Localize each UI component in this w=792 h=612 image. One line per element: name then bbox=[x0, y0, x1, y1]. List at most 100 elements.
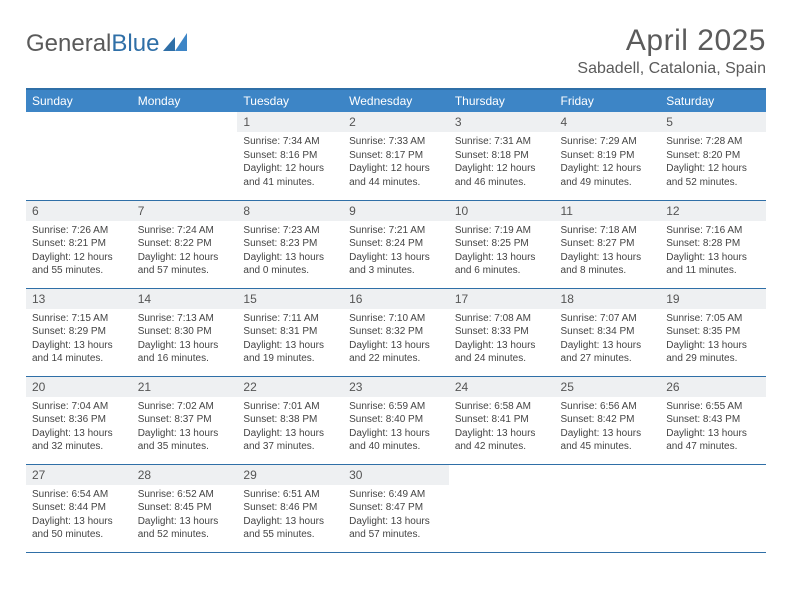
day-body: Sunrise: 7:24 AMSunset: 8:22 PMDaylight:… bbox=[132, 221, 238, 282]
sunrise-line: Sunrise: 7:13 AM bbox=[138, 312, 232, 326]
sunrise-line: Sunrise: 7:28 AM bbox=[666, 135, 760, 149]
daylight-line: Daylight: 13 hours and 27 minutes. bbox=[561, 339, 655, 366]
sunset-line: Sunset: 8:29 PM bbox=[32, 325, 126, 339]
calendar-table: SundayMondayTuesdayWednesdayThursdayFrid… bbox=[26, 88, 766, 553]
sunrise-line: Sunrise: 6:56 AM bbox=[561, 400, 655, 414]
calendar-week-row: 1Sunrise: 7:34 AMSunset: 8:16 PMDaylight… bbox=[26, 112, 766, 200]
day-number: 30 bbox=[343, 465, 449, 485]
daylight-line: Daylight: 13 hours and 6 minutes. bbox=[455, 251, 549, 278]
calendar-day-cell: 17Sunrise: 7:08 AMSunset: 8:33 PMDayligh… bbox=[449, 288, 555, 376]
calendar-day-cell bbox=[555, 464, 661, 552]
calendar-day-cell: 13Sunrise: 7:15 AMSunset: 8:29 PMDayligh… bbox=[26, 288, 132, 376]
day-body: Sunrise: 6:58 AMSunset: 8:41 PMDaylight:… bbox=[449, 397, 555, 458]
day-body: Sunrise: 7:13 AMSunset: 8:30 PMDaylight:… bbox=[132, 309, 238, 370]
sunset-line: Sunset: 8:44 PM bbox=[32, 501, 126, 515]
sunset-line: Sunset: 8:35 PM bbox=[666, 325, 760, 339]
calendar-page: GeneralBlue April 2025 Sabadell, Catalon… bbox=[0, 0, 792, 563]
calendar-day-cell: 15Sunrise: 7:11 AMSunset: 8:31 PMDayligh… bbox=[237, 288, 343, 376]
sunrise-line: Sunrise: 7:16 AM bbox=[666, 224, 760, 238]
day-body: Sunrise: 7:11 AMSunset: 8:31 PMDaylight:… bbox=[237, 309, 343, 370]
title-block: April 2025 Sabadell, Catalonia, Spain bbox=[577, 24, 766, 78]
sunrise-line: Sunrise: 7:08 AM bbox=[455, 312, 549, 326]
calendar-day-cell: 24Sunrise: 6:58 AMSunset: 8:41 PMDayligh… bbox=[449, 376, 555, 464]
calendar-day-cell: 14Sunrise: 7:13 AMSunset: 8:30 PMDayligh… bbox=[132, 288, 238, 376]
day-number: 29 bbox=[237, 465, 343, 485]
daylight-line: Daylight: 13 hours and 52 minutes. bbox=[138, 515, 232, 542]
day-number: 3 bbox=[449, 112, 555, 132]
daylight-line: Daylight: 13 hours and 22 minutes. bbox=[349, 339, 443, 366]
day-body: Sunrise: 7:02 AMSunset: 8:37 PMDaylight:… bbox=[132, 397, 238, 458]
sunset-line: Sunset: 8:34 PM bbox=[561, 325, 655, 339]
day-number: 22 bbox=[237, 377, 343, 397]
calendar-day-cell bbox=[26, 112, 132, 200]
day-body: Sunrise: 7:33 AMSunset: 8:17 PMDaylight:… bbox=[343, 132, 449, 193]
day-number: 21 bbox=[132, 377, 238, 397]
sunrise-line: Sunrise: 6:59 AM bbox=[349, 400, 443, 414]
sunrise-line: Sunrise: 7:01 AM bbox=[243, 400, 337, 414]
day-number: 26 bbox=[660, 377, 766, 397]
month-title: April 2025 bbox=[577, 24, 766, 58]
calendar-day-cell: 12Sunrise: 7:16 AMSunset: 8:28 PMDayligh… bbox=[660, 200, 766, 288]
calendar-day-cell: 22Sunrise: 7:01 AMSunset: 8:38 PMDayligh… bbox=[237, 376, 343, 464]
calendar-day-cell: 26Sunrise: 6:55 AMSunset: 8:43 PMDayligh… bbox=[660, 376, 766, 464]
calendar-week-row: 6Sunrise: 7:26 AMSunset: 8:21 PMDaylight… bbox=[26, 200, 766, 288]
weekday-header: Friday bbox=[555, 89, 661, 112]
calendar-day-cell: 21Sunrise: 7:02 AMSunset: 8:37 PMDayligh… bbox=[132, 376, 238, 464]
calendar-day-cell: 27Sunrise: 6:54 AMSunset: 8:44 PMDayligh… bbox=[26, 464, 132, 552]
day-number: 11 bbox=[555, 201, 661, 221]
day-body: Sunrise: 6:54 AMSunset: 8:44 PMDaylight:… bbox=[26, 485, 132, 546]
daylight-line: Daylight: 13 hours and 45 minutes. bbox=[561, 427, 655, 454]
calendar-day-cell: 19Sunrise: 7:05 AMSunset: 8:35 PMDayligh… bbox=[660, 288, 766, 376]
sunset-line: Sunset: 8:41 PM bbox=[455, 413, 549, 427]
daylight-line: Daylight: 13 hours and 35 minutes. bbox=[138, 427, 232, 454]
sunrise-line: Sunrise: 7:11 AM bbox=[243, 312, 337, 326]
header: GeneralBlue April 2025 Sabadell, Catalon… bbox=[26, 24, 766, 78]
daylight-line: Daylight: 12 hours and 55 minutes. bbox=[32, 251, 126, 278]
sunrise-line: Sunrise: 7:19 AM bbox=[455, 224, 549, 238]
day-body: Sunrise: 7:08 AMSunset: 8:33 PMDaylight:… bbox=[449, 309, 555, 370]
day-body: Sunrise: 7:26 AMSunset: 8:21 PMDaylight:… bbox=[26, 221, 132, 282]
day-number: 20 bbox=[26, 377, 132, 397]
sunrise-line: Sunrise: 7:18 AM bbox=[561, 224, 655, 238]
sunrise-line: Sunrise: 7:26 AM bbox=[32, 224, 126, 238]
weekday-row: SundayMondayTuesdayWednesdayThursdayFrid… bbox=[26, 89, 766, 112]
day-number: 1 bbox=[237, 112, 343, 132]
day-number: 18 bbox=[555, 289, 661, 309]
sunset-line: Sunset: 8:30 PM bbox=[138, 325, 232, 339]
daylight-line: Daylight: 13 hours and 11 minutes. bbox=[666, 251, 760, 278]
calendar-week-row: 20Sunrise: 7:04 AMSunset: 8:36 PMDayligh… bbox=[26, 376, 766, 464]
calendar-day-cell: 16Sunrise: 7:10 AMSunset: 8:32 PMDayligh… bbox=[343, 288, 449, 376]
day-body: Sunrise: 7:28 AMSunset: 8:20 PMDaylight:… bbox=[660, 132, 766, 193]
sunset-line: Sunset: 8:22 PM bbox=[138, 237, 232, 251]
day-body: Sunrise: 7:16 AMSunset: 8:28 PMDaylight:… bbox=[660, 221, 766, 282]
sunset-line: Sunset: 8:33 PM bbox=[455, 325, 549, 339]
daylight-line: Daylight: 13 hours and 3 minutes. bbox=[349, 251, 443, 278]
day-body: Sunrise: 7:10 AMSunset: 8:32 PMDaylight:… bbox=[343, 309, 449, 370]
sunset-line: Sunset: 8:31 PM bbox=[243, 325, 337, 339]
sunrise-line: Sunrise: 7:29 AM bbox=[561, 135, 655, 149]
calendar-day-cell: 9Sunrise: 7:21 AMSunset: 8:24 PMDaylight… bbox=[343, 200, 449, 288]
calendar-day-cell: 2Sunrise: 7:33 AMSunset: 8:17 PMDaylight… bbox=[343, 112, 449, 200]
sunset-line: Sunset: 8:27 PM bbox=[561, 237, 655, 251]
sunset-line: Sunset: 8:46 PM bbox=[243, 501, 337, 515]
sunrise-line: Sunrise: 7:10 AM bbox=[349, 312, 443, 326]
sunset-line: Sunset: 8:18 PM bbox=[455, 149, 549, 163]
logo-text-general: General bbox=[26, 30, 111, 58]
day-body: Sunrise: 7:23 AMSunset: 8:23 PMDaylight:… bbox=[237, 221, 343, 282]
daylight-line: Daylight: 12 hours and 49 minutes. bbox=[561, 162, 655, 189]
day-body: Sunrise: 7:19 AMSunset: 8:25 PMDaylight:… bbox=[449, 221, 555, 282]
logo: GeneralBlue bbox=[26, 24, 189, 58]
day-body: Sunrise: 6:51 AMSunset: 8:46 PMDaylight:… bbox=[237, 485, 343, 546]
day-number: 10 bbox=[449, 201, 555, 221]
weekday-header: Wednesday bbox=[343, 89, 449, 112]
sunset-line: Sunset: 8:32 PM bbox=[349, 325, 443, 339]
sunset-line: Sunset: 8:17 PM bbox=[349, 149, 443, 163]
daylight-line: Daylight: 13 hours and 32 minutes. bbox=[32, 427, 126, 454]
daylight-line: Daylight: 12 hours and 52 minutes. bbox=[666, 162, 760, 189]
daylight-line: Daylight: 13 hours and 42 minutes. bbox=[455, 427, 549, 454]
calendar-day-cell: 8Sunrise: 7:23 AMSunset: 8:23 PMDaylight… bbox=[237, 200, 343, 288]
sunset-line: Sunset: 8:43 PM bbox=[666, 413, 760, 427]
daylight-line: Daylight: 13 hours and 16 minutes. bbox=[138, 339, 232, 366]
day-body: Sunrise: 7:01 AMSunset: 8:38 PMDaylight:… bbox=[237, 397, 343, 458]
daylight-line: Daylight: 13 hours and 47 minutes. bbox=[666, 427, 760, 454]
